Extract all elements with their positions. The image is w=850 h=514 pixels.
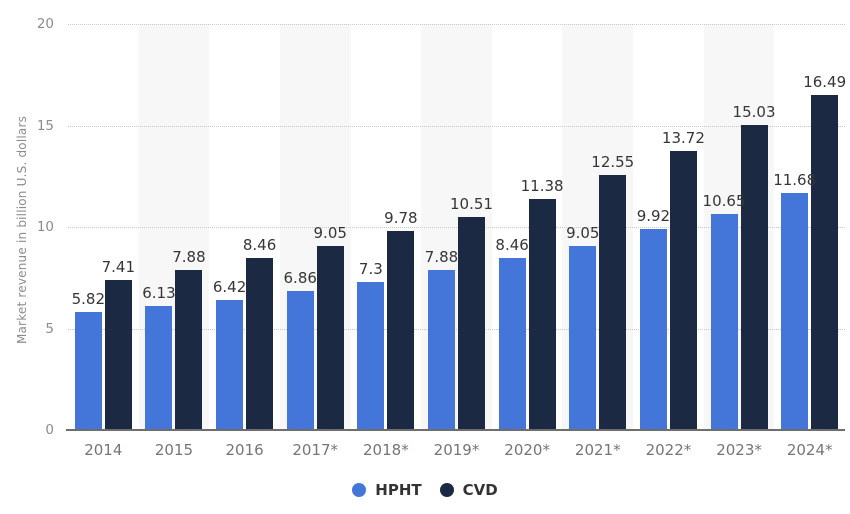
x-axis-tick-label: 2016 bbox=[225, 441, 264, 459]
bar-cvd-2021[interactable] bbox=[599, 175, 627, 430]
bar-value-label: 11.38 bbox=[520, 176, 564, 195]
bar-value-label: 9.05 bbox=[313, 224, 347, 243]
bar-cvd-2015[interactable] bbox=[175, 270, 203, 430]
bar-value-label: 13.72 bbox=[661, 129, 705, 148]
legend-item-cvd[interactable]: CVD bbox=[439, 481, 498, 499]
x-axis-tick-label: 2024* bbox=[786, 441, 833, 459]
bar-value-label: 10.51 bbox=[450, 194, 493, 213]
bar-value-label: 9.05 bbox=[566, 224, 600, 243]
bar-value-label: 12.55 bbox=[591, 153, 635, 172]
bar-cvd-2024[interactable] bbox=[811, 95, 839, 430]
x-axis-tick-label: 2021* bbox=[574, 441, 621, 459]
legend-swatch-cvd-icon bbox=[439, 483, 454, 497]
gridline bbox=[68, 24, 845, 25]
y-axis-tick-label: 15 bbox=[36, 117, 54, 134]
bar-cvd-2018[interactable] bbox=[387, 231, 415, 430]
bar-cvd-2016[interactable] bbox=[246, 258, 274, 430]
x-axis-tick-label: 2017* bbox=[292, 441, 339, 459]
bar-value-label: 9.78 bbox=[384, 209, 418, 228]
bar-cvd-2022[interactable] bbox=[669, 151, 697, 430]
legend-swatch-hpht-icon bbox=[352, 483, 367, 497]
bar-value-label: 6.13 bbox=[142, 283, 176, 302]
x-axis-line bbox=[66, 429, 845, 431]
bar-hpht-2020[interactable] bbox=[498, 258, 526, 430]
legend-label: CVD bbox=[462, 481, 498, 499]
x-axis-tick-label: 2023* bbox=[716, 441, 762, 459]
bar-value-label: 8.46 bbox=[242, 236, 277, 255]
bar-hpht-2018[interactable] bbox=[357, 281, 385, 430]
bar-value-label: 7.41 bbox=[101, 257, 136, 276]
x-axis-tick-label: 2019* bbox=[433, 441, 480, 459]
bar-hpht-2022[interactable] bbox=[639, 228, 667, 430]
chart-legend: HPHT CVD bbox=[0, 481, 850, 499]
x-axis-tick-label: 2018* bbox=[363, 441, 409, 459]
bar-hpht-2021[interactable] bbox=[569, 246, 597, 430]
bar-value-label: 7.3 bbox=[358, 259, 383, 278]
bar-cvd-2014[interactable] bbox=[104, 279, 132, 430]
bar-value-label: 11.68 bbox=[773, 170, 817, 189]
bar-value-label: 6.86 bbox=[283, 268, 317, 287]
bar-value-label: 5.82 bbox=[71, 289, 106, 308]
bar-value-label: 7.88 bbox=[172, 248, 206, 267]
y-axis-tick-label: 20 bbox=[36, 16, 54, 32]
bar-hpht-2015[interactable] bbox=[145, 305, 173, 430]
bar-value-label: 7.88 bbox=[424, 248, 459, 267]
bar-cvd-2020[interactable] bbox=[528, 198, 556, 430]
bar-hpht-2023[interactable] bbox=[710, 213, 738, 430]
x-axis-tick-label: 2020* bbox=[504, 441, 550, 459]
bar-value-label: 8.46 bbox=[495, 236, 529, 255]
legend-label: HPHT bbox=[375, 481, 422, 499]
gridline bbox=[68, 328, 845, 330]
x-axis-tick-label: 2014 bbox=[84, 441, 123, 459]
x-axis-tick-label: 2015 bbox=[154, 441, 194, 459]
bar-hpht-2016[interactable] bbox=[216, 299, 244, 430]
bar-hpht-2014[interactable] bbox=[74, 311, 102, 430]
y-axis-tick-label: 5 bbox=[45, 320, 54, 337]
bar-hpht-2024[interactable] bbox=[781, 192, 809, 430]
bar-value-label: 16.49 bbox=[803, 73, 847, 92]
bar-cvd-2017[interactable] bbox=[316, 246, 344, 430]
bar-hpht-2017[interactable] bbox=[286, 290, 314, 430]
bar-value-label: 10.65 bbox=[702, 191, 746, 210]
bar-value-label: 15.03 bbox=[732, 102, 776, 121]
x-axis-tick-label: 2022* bbox=[645, 441, 692, 459]
gridline bbox=[68, 125, 845, 127]
bar-cvd-2019[interactable] bbox=[458, 216, 485, 430]
bar-cvd-2023[interactable] bbox=[740, 124, 768, 430]
y-axis-tick-label: 10 bbox=[36, 219, 54, 235]
bar-hpht-2019[interactable] bbox=[428, 270, 455, 430]
gridline bbox=[68, 227, 845, 228]
y-axis-tick-label: 0 bbox=[45, 422, 54, 438]
bar-value-label: 9.92 bbox=[636, 206, 671, 225]
legend-item-hpht[interactable]: HPHT bbox=[352, 481, 422, 499]
bar-value-label: 6.42 bbox=[212, 277, 247, 296]
